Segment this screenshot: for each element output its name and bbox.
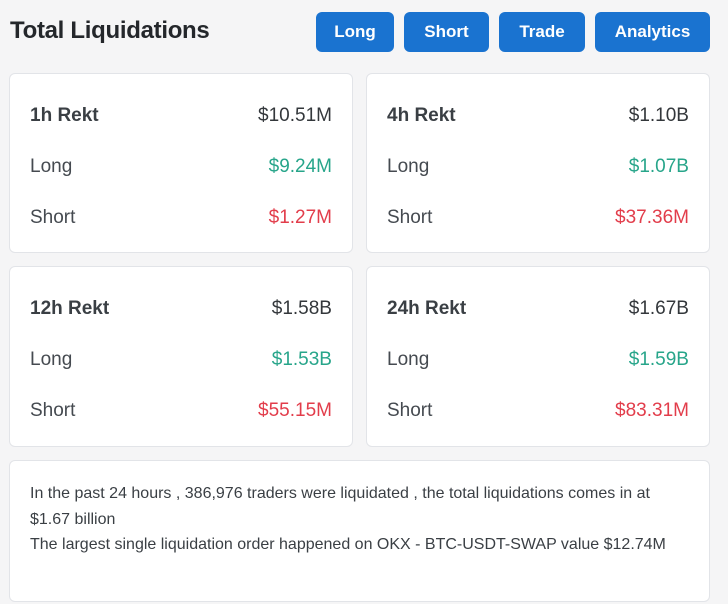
- rekt-total-row: 1h Rekt $10.51M: [30, 103, 332, 129]
- rekt-total-row: 24h Rekt $1.67B: [387, 296, 689, 322]
- short-value: $55.15M: [258, 400, 332, 421]
- card-1h-rekt: 1h Rekt $10.51M Long $9.24M Short $1.27M: [9, 73, 353, 253]
- long-label: Long: [30, 349, 73, 370]
- long-row: Long $1.59B: [387, 347, 689, 373]
- total-value: $10.51M: [258, 105, 332, 126]
- card-label: 1h Rekt: [30, 105, 99, 126]
- total-value: $1.67B: [628, 298, 689, 319]
- long-value: $1.07B: [628, 156, 689, 177]
- long-row: Long $1.53B: [30, 347, 332, 373]
- long-value: $9.24M: [268, 156, 332, 177]
- analytics-button[interactable]: Analytics: [595, 12, 710, 52]
- long-row: Long $9.24M: [30, 154, 332, 180]
- long-label: Long: [387, 156, 430, 177]
- header: Total Liquidations Long Short Trade Anal…: [10, 12, 710, 52]
- page-title: Total Liquidations: [10, 17, 210, 44]
- long-label: Long: [30, 156, 73, 177]
- short-value: $37.36M: [615, 207, 689, 228]
- short-row: Short $1.27M: [30, 205, 332, 231]
- short-value: $1.27M: [268, 207, 332, 228]
- rekt-total-row: 4h Rekt $1.10B: [387, 103, 689, 129]
- liquidation-summary: In the past 24 hours , 386,976 traders w…: [9, 460, 710, 602]
- card-label: 24h Rekt: [387, 298, 467, 319]
- card-12h-rekt: 12h Rekt $1.58B Long $1.53B Short $55.15…: [9, 266, 353, 447]
- long-value: $1.59B: [628, 349, 689, 370]
- trade-button[interactable]: Trade: [499, 12, 585, 52]
- rekt-total-row: 12h Rekt $1.58B: [30, 296, 332, 322]
- long-value: $1.53B: [271, 349, 332, 370]
- card-24h-rekt: 24h Rekt $1.67B Long $1.59B Short $83.31…: [366, 266, 710, 447]
- card-label: 12h Rekt: [30, 298, 110, 319]
- short-value: $83.31M: [615, 400, 689, 421]
- summary-traders-text: In the past 24 hours , 386,976 traders w…: [30, 485, 650, 528]
- card-4h-rekt: 4h Rekt $1.10B Long $1.07B Short $37.36M: [366, 73, 710, 253]
- short-row: Short $83.31M: [387, 398, 689, 424]
- long-label: Long: [387, 349, 430, 370]
- short-label: Short: [30, 400, 76, 421]
- long-row: Long $1.07B: [387, 154, 689, 180]
- short-label: Short: [387, 400, 433, 421]
- short-row: Short $37.36M: [387, 205, 689, 231]
- short-button[interactable]: Short: [404, 12, 489, 52]
- card-label: 4h Rekt: [387, 105, 456, 126]
- short-label: Short: [387, 207, 433, 228]
- short-row: Short $55.15M: [30, 398, 332, 424]
- total-value: $1.10B: [628, 105, 689, 126]
- total-value: $1.58B: [271, 298, 332, 319]
- short-label: Short: [30, 207, 76, 228]
- long-button[interactable]: Long: [316, 12, 394, 52]
- summary-largest-order-text: The largest single liquidation order hap…: [30, 536, 666, 553]
